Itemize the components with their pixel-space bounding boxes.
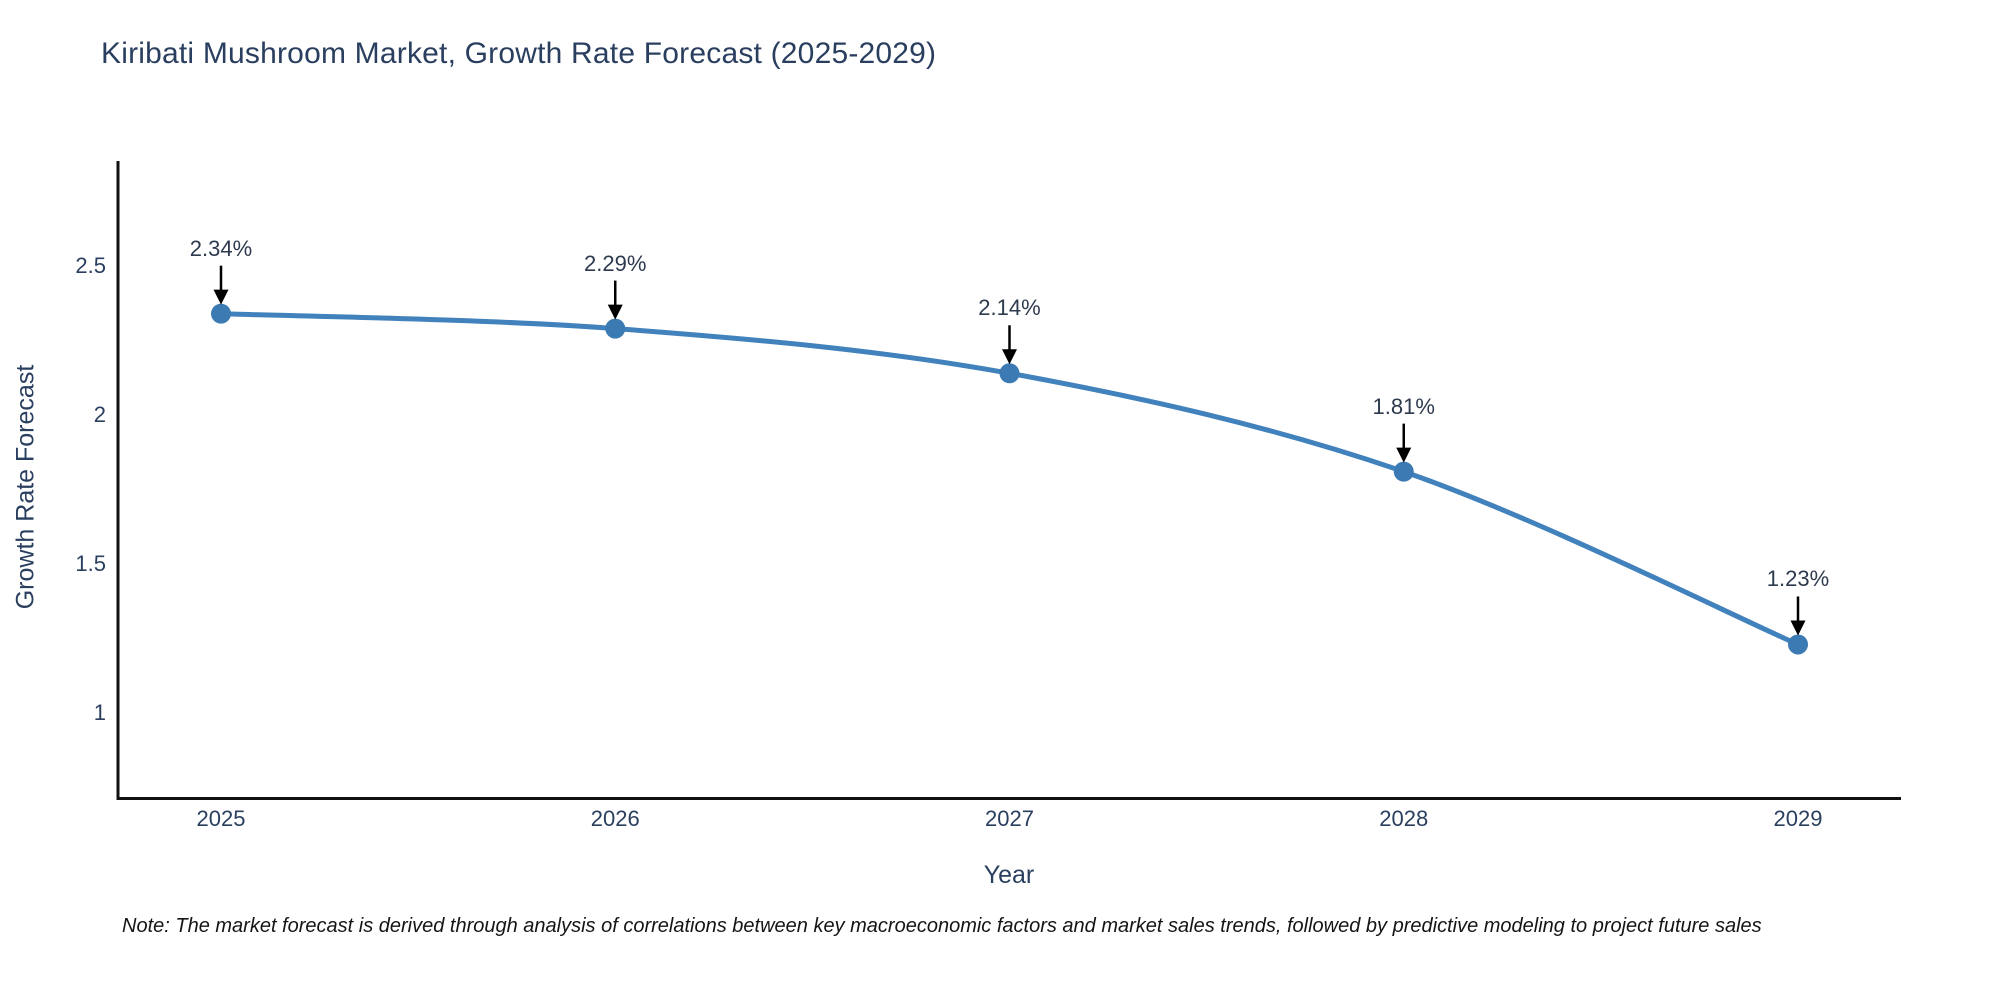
point-annotation: 2.34% (189, 235, 253, 261)
point-annotation: 2.29% (584, 250, 647, 276)
annotation-arrowhead (1396, 447, 1412, 463)
y-tick-label: 1 (93, 700, 106, 725)
axis-spines (116, 161, 1901, 800)
data-point-marker (605, 318, 626, 339)
y-tick-label: 2.5 (75, 253, 106, 278)
x-tick-label: 2027 (985, 806, 1034, 831)
point-annotation: 1.81% (1372, 393, 1435, 419)
annotation-arrowhead (1002, 349, 1017, 365)
annotation-arrowhead (607, 304, 623, 320)
data-point-marker (211, 303, 231, 324)
point-annotation: 1.23% (1766, 566, 1830, 592)
data-point-marker (1393, 461, 1414, 482)
y-tick-label: 1.5 (75, 551, 106, 576)
data-point-marker (999, 363, 1020, 384)
data-point-marker (1788, 634, 1808, 655)
x-axis-title: Year (983, 861, 1035, 889)
chart-title: Kiribati Mushroom Market, Growth Rate Fo… (101, 37, 937, 70)
x-tick-label: 2026 (590, 806, 640, 831)
x-tick-label: 2025 (196, 806, 246, 831)
x-tick-label: 2029 (1773, 806, 1823, 831)
annotation-arrowhead (1790, 620, 1806, 636)
y-tick-label: 2 (93, 402, 106, 427)
annotation-arrowhead (213, 289, 229, 305)
x-tick-label: 2028 (1379, 806, 1429, 831)
point-annotation: 2.14% (978, 295, 1041, 321)
footnote: Note: The market forecast is derived thr… (122, 915, 1762, 937)
